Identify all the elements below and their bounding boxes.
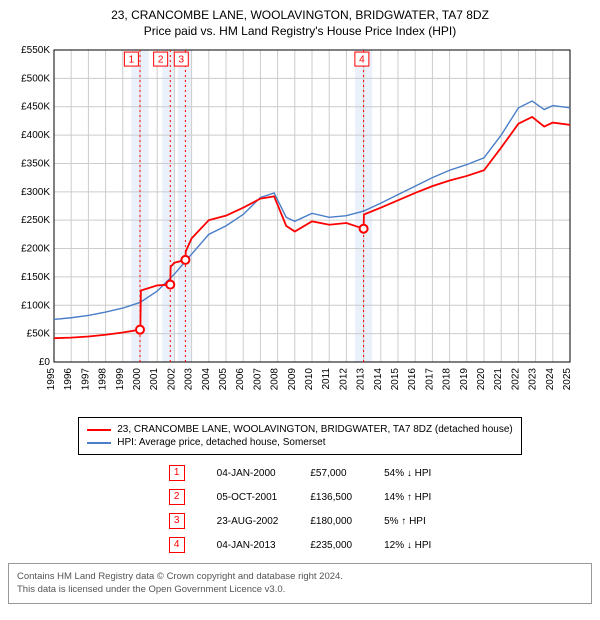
svg-text:2007: 2007 xyxy=(252,368,263,391)
svg-text:2002: 2002 xyxy=(166,368,177,391)
sale-price: £235,000 xyxy=(294,533,368,557)
sale-price: £180,000 xyxy=(294,509,368,533)
sale-date: 04-JAN-2013 xyxy=(201,533,295,557)
sale-marker: 1 xyxy=(169,465,185,481)
sale-date: 23-AUG-2002 xyxy=(201,509,295,533)
svg-text:4: 4 xyxy=(359,55,365,66)
svg-text:2006: 2006 xyxy=(235,368,246,391)
legend: 23, CRANCOMBE LANE, WOOLAVINGTON, BRIDGW… xyxy=(78,417,521,455)
svg-text:£100K: £100K xyxy=(21,300,50,311)
sale-date: 05-OCT-2001 xyxy=(201,485,295,509)
svg-text:2003: 2003 xyxy=(184,368,195,391)
svg-text:2009: 2009 xyxy=(287,368,298,391)
svg-text:£550K: £550K xyxy=(21,45,50,56)
svg-text:1996: 1996 xyxy=(63,368,74,391)
svg-text:2012: 2012 xyxy=(338,368,349,391)
svg-text:2019: 2019 xyxy=(459,368,470,391)
svg-text:£350K: £350K xyxy=(21,158,50,169)
title-line-1: 23, CRANCOMBE LANE, WOOLAVINGTON, BRIDGW… xyxy=(8,8,592,22)
legend-row-hpi: HPI: Average price, detached house, Some… xyxy=(87,437,512,448)
legend-swatch-hpi xyxy=(87,442,111,444)
svg-text:1998: 1998 xyxy=(98,368,109,391)
legend-row-property: 23, CRANCOMBE LANE, WOOLAVINGTON, BRIDGW… xyxy=(87,424,512,435)
sale-marker: 4 xyxy=(169,537,185,553)
price-chart: £0 £50K £100K £150K £200K £250K £300K £350K £400… xyxy=(8,44,592,409)
table-row: 2 05-OCT-2001£136,50014% ↑ HPI xyxy=(153,485,448,509)
sale-date: 04-JAN-2000 xyxy=(201,461,295,485)
chart-svg: £0 £50K £100K £150K £200K £250K £300K £350K £400… xyxy=(8,44,580,404)
svg-text:1995: 1995 xyxy=(46,368,57,391)
svg-text:2010: 2010 xyxy=(304,368,315,391)
svg-text:£450K: £450K xyxy=(21,102,50,113)
sale-price: £136,500 xyxy=(294,485,368,509)
svg-text:2016: 2016 xyxy=(407,368,418,391)
svg-text:£500K: £500K xyxy=(21,73,50,84)
svg-text:2025: 2025 xyxy=(562,368,573,391)
svg-text:2014: 2014 xyxy=(373,368,384,391)
svg-text:2017: 2017 xyxy=(424,368,435,391)
legend-swatch-property xyxy=(87,429,111,431)
legend-label-hpi: HPI: Average price, detached house, Some… xyxy=(117,437,325,448)
sale-price: £57,000 xyxy=(294,461,368,485)
footer-line-2: This data is licensed under the Open Gov… xyxy=(17,583,583,596)
table-row: 1 04-JAN-2000£57,00054% ↓ HPI xyxy=(153,461,448,485)
svg-text:£250K: £250K xyxy=(21,215,50,226)
svg-text:2024: 2024 xyxy=(545,368,556,391)
svg-text:1997: 1997 xyxy=(80,368,91,391)
svg-text:2011: 2011 xyxy=(321,368,332,390)
sale-diff: 54% ↓ HPI xyxy=(368,461,447,485)
svg-text:1999: 1999 xyxy=(115,368,126,391)
sale-diff: 12% ↓ HPI xyxy=(368,533,447,557)
svg-text:2008: 2008 xyxy=(270,368,281,391)
svg-text:2: 2 xyxy=(158,55,164,66)
table-row: 3 23-AUG-2002£180,0005% ↑ HPI xyxy=(153,509,448,533)
svg-text:£0: £0 xyxy=(39,357,51,368)
title-line-2: Price paid vs. HM Land Registry's House … xyxy=(8,24,592,38)
svg-text:£400K: £400K xyxy=(21,130,50,141)
svg-text:2022: 2022 xyxy=(510,368,521,391)
svg-text:2023: 2023 xyxy=(528,368,539,391)
svg-text:2013: 2013 xyxy=(356,368,367,391)
footer-line-1: Contains HM Land Registry data © Crown c… xyxy=(17,570,583,583)
legend-label-property: 23, CRANCOMBE LANE, WOOLAVINGTON, BRIDGW… xyxy=(117,424,512,435)
svg-text:1: 1 xyxy=(129,55,135,66)
svg-text:2021: 2021 xyxy=(493,368,504,391)
svg-text:2004: 2004 xyxy=(201,368,212,391)
svg-text:2015: 2015 xyxy=(390,368,401,391)
svg-text:£50K: £50K xyxy=(27,329,51,340)
sales-table: 1 04-JAN-2000£57,00054% ↓ HPI 2 05-OCT-2001… xyxy=(153,461,448,557)
svg-text:2005: 2005 xyxy=(218,368,229,391)
svg-text:3: 3 xyxy=(178,55,184,66)
svg-text:2000: 2000 xyxy=(132,368,143,391)
svg-text:£200K: £200K xyxy=(21,244,50,255)
sale-diff: 14% ↑ HPI xyxy=(368,485,447,509)
svg-text:£150K: £150K xyxy=(21,272,50,283)
sale-diff: 5% ↑ HPI xyxy=(368,509,447,533)
svg-text:2020: 2020 xyxy=(476,368,487,391)
sale-marker: 3 xyxy=(169,513,185,529)
svg-text:2001: 2001 xyxy=(149,368,160,391)
sale-marker: 2 xyxy=(169,489,185,505)
table-row: 4 04-JAN-2013£235,00012% ↓ HPI xyxy=(153,533,448,557)
svg-text:£300K: £300K xyxy=(21,187,50,198)
footer-attribution: Contains HM Land Registry data © Crown c… xyxy=(8,563,592,604)
svg-text:2018: 2018 xyxy=(442,368,453,391)
